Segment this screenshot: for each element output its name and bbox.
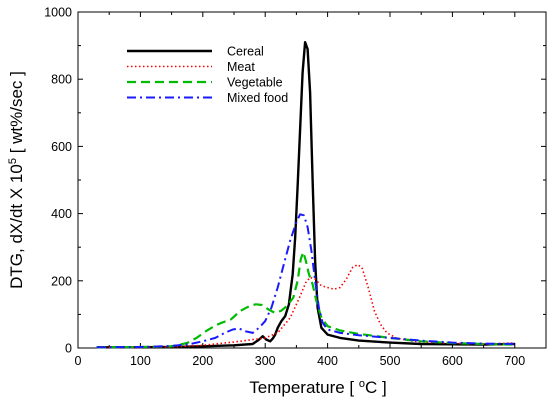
axis-ticks: 0 100 200 300 400 500 600 700 0 200 400 600 800 1000	[44, 6, 546, 368]
legend-label-0: Cereal	[227, 45, 264, 59]
series-line-0	[96, 41, 515, 349]
y-tick-label: 400	[51, 207, 72, 221]
x-tick-label: 300	[255, 354, 276, 368]
y-tick-label: 800	[51, 73, 72, 87]
x-axis-title: Temperature [ oC ]	[249, 378, 386, 397]
legend-label-3: Mixed food	[227, 91, 288, 105]
series-line-2	[96, 251, 515, 349]
series-line-1	[96, 263, 515, 349]
x-tick-label: 200	[192, 354, 213, 368]
legend-label-2: Vegetable	[227, 76, 283, 90]
series-lines	[96, 41, 515, 349]
y-tick-label: 600	[51, 140, 72, 154]
x-tick-label: 400	[317, 354, 338, 368]
y-tick-label: 1000	[44, 6, 72, 20]
x-tick-label: 100	[130, 354, 151, 368]
series-line-3	[96, 213, 515, 349]
y-tick-label: 0	[65, 342, 72, 356]
x-tick-label: 500	[380, 354, 401, 368]
legend-label-1: Meat	[227, 60, 255, 74]
x-tick-label: 0	[75, 354, 82, 368]
x-tick-label: 600	[442, 354, 463, 368]
y-axis-title: DTG, dX/dt X 105 [ wt%/sec ]	[7, 71, 26, 289]
x-tick-label: 700	[504, 354, 525, 368]
y-tick-label: 200	[51, 274, 72, 288]
